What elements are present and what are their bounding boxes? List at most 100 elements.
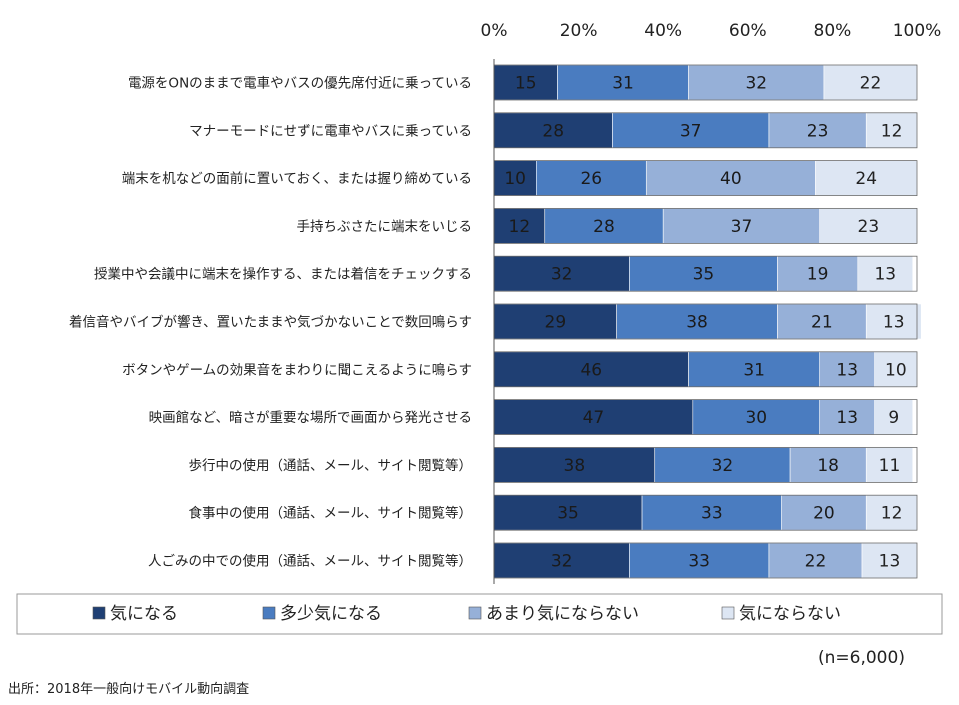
category-label: マナーモードにせずに電車やバスに乗っている (189, 123, 472, 139)
value-label: 35 (557, 504, 579, 524)
value-label: 12 (881, 121, 903, 141)
category-label: 映画館など、暗さが重要な場所で画面から発光させる (149, 410, 472, 426)
bar-segment (641, 494, 782, 531)
value-label: 11 (879, 456, 901, 476)
value-label: 35 (693, 265, 715, 285)
value-label: 32 (745, 74, 767, 94)
bar-row: 47 30 13 9 (493, 399, 918, 436)
value-label: 13 (874, 265, 896, 285)
x-tick-label: 20% (560, 21, 598, 41)
bars: 15 31 32 22 28 37 23 12 10 26 40 24 12 28 37 23 32 35 19 13… (493, 59, 922, 584)
value-label: 31 (743, 360, 765, 380)
bar-segment (629, 255, 778, 292)
value-label: 22 (805, 552, 827, 572)
x-axis-ticks: 0% 20% 40% 60% 80% 100% (481, 21, 942, 41)
value-label: 40 (720, 169, 742, 189)
legend-swatch (92, 606, 106, 620)
value-label: 31 (612, 74, 634, 94)
value-label: 38 (686, 313, 708, 333)
category-label: 人ごみの中での使用（通話、メール、サイト閲覧等） (148, 553, 472, 570)
legend-item: あまり気にならない (468, 604, 639, 624)
value-label: 28 (542, 121, 564, 141)
value-label: 13 (883, 313, 905, 333)
legend-label: 気にならない (739, 604, 841, 624)
category-label: 食事中の使用（通話、メール、サイト閲覧等） (189, 505, 473, 522)
value-label: 32 (712, 456, 734, 476)
x-tick-label: 40% (644, 21, 682, 41)
category-label: 着信音やバイブが響き、置いたままや気づかないことで数回鳴らす (69, 314, 472, 331)
category-label: 歩行中の使用（通話、メール、サイト閲覧等） (189, 457, 473, 474)
bar-segment (819, 351, 876, 388)
value-label: 26 (580, 169, 602, 189)
value-label: 13 (836, 408, 858, 428)
value-label: 32 (551, 265, 573, 285)
value-label: 9 (888, 408, 899, 428)
x-tick-label: 100% (893, 21, 942, 41)
bar-segment (861, 542, 918, 579)
bar-row: 32 35 19 13 (493, 255, 918, 292)
value-label: 13 (879, 552, 901, 572)
value-label: 46 (580, 360, 602, 380)
value-label: 28 (593, 217, 615, 237)
bar-segment (493, 447, 656, 483)
value-label: 33 (688, 552, 710, 572)
bar-segment (616, 303, 778, 340)
legend-item: 気になる (92, 604, 178, 624)
bar-segment (654, 447, 791, 483)
value-label: 37 (680, 121, 702, 141)
bar-segment (493, 351, 689, 388)
legend-swatch (468, 606, 482, 620)
bar-segment (768, 112, 867, 149)
bar-row: 38 32 18 11 (493, 446, 918, 483)
value-label: 10 (504, 169, 526, 189)
bar-segment (815, 160, 918, 196)
category-label: ボタンやゲームの効果音をまわりに聞こえるように鳴らす (122, 361, 472, 378)
bar-segment (493, 64, 558, 101)
bar-row: 46 31 13 10 (493, 351, 918, 388)
legend-swatch (721, 606, 735, 620)
value-label: 13 (836, 360, 858, 380)
x-tick-label: 60% (729, 21, 767, 41)
bar-row: 35 33 20 12 (493, 494, 918, 531)
value-label: 37 (731, 217, 753, 237)
bar-segment (865, 303, 922, 340)
value-label: 24 (855, 169, 877, 189)
bar-segment (865, 447, 914, 483)
bar-segment (823, 64, 918, 101)
bar-segment (612, 112, 770, 149)
category-label: 手持ちぶさたに端末をいじる (297, 219, 473, 235)
bar-segment (645, 160, 816, 196)
bar-row: 29 38 21 13 (493, 303, 922, 340)
sample-size-note: (n=6,000) (818, 648, 905, 668)
legend-item: 気にならない (721, 604, 841, 624)
legend-label: あまり気にならない (486, 604, 639, 624)
category-label: 電源をONのままで電車やバスの優先席付近に乗っている (128, 76, 472, 92)
source-note: 出所：2018年一般向けモバイル動向調査 (8, 682, 250, 697)
value-label: 12 (881, 504, 903, 524)
value-label: 12 (509, 217, 531, 237)
value-label: 22 (860, 74, 882, 94)
value-label: 29 (545, 313, 567, 333)
bar-segment (544, 208, 664, 244)
value-label: 38 (564, 456, 586, 476)
bar-segment (493, 303, 617, 340)
bar-segment (493, 494, 643, 531)
bar-segment (557, 64, 689, 101)
bar-segment (865, 494, 918, 531)
legend-item: 多少気になる (262, 604, 382, 624)
value-label: 19 (807, 265, 829, 285)
value-label: 33 (701, 504, 723, 524)
x-tick-label: 0% (481, 21, 508, 41)
value-label: 23 (807, 121, 829, 141)
legend-label: 多少気になる (280, 604, 382, 624)
bar-row: 12 28 37 23 (493, 207, 918, 244)
bar-segment (865, 112, 918, 149)
legend-label: 気になる (110, 604, 178, 624)
bar-row: 28 37 23 12 (493, 112, 918, 149)
value-label: 18 (817, 456, 839, 476)
bar-row: 15 31 32 22 (493, 64, 918, 101)
category-label: 授業中や会議中に端末を操作する、または着信をチェックする (94, 266, 472, 283)
category-labels: 電源をONのままで電車やバスの優先席付近に乗っているマナーモードにせずに電車やバ… (69, 76, 472, 570)
category-label: 端末を机などの面前に置いておく、または握り締めている (122, 170, 472, 187)
